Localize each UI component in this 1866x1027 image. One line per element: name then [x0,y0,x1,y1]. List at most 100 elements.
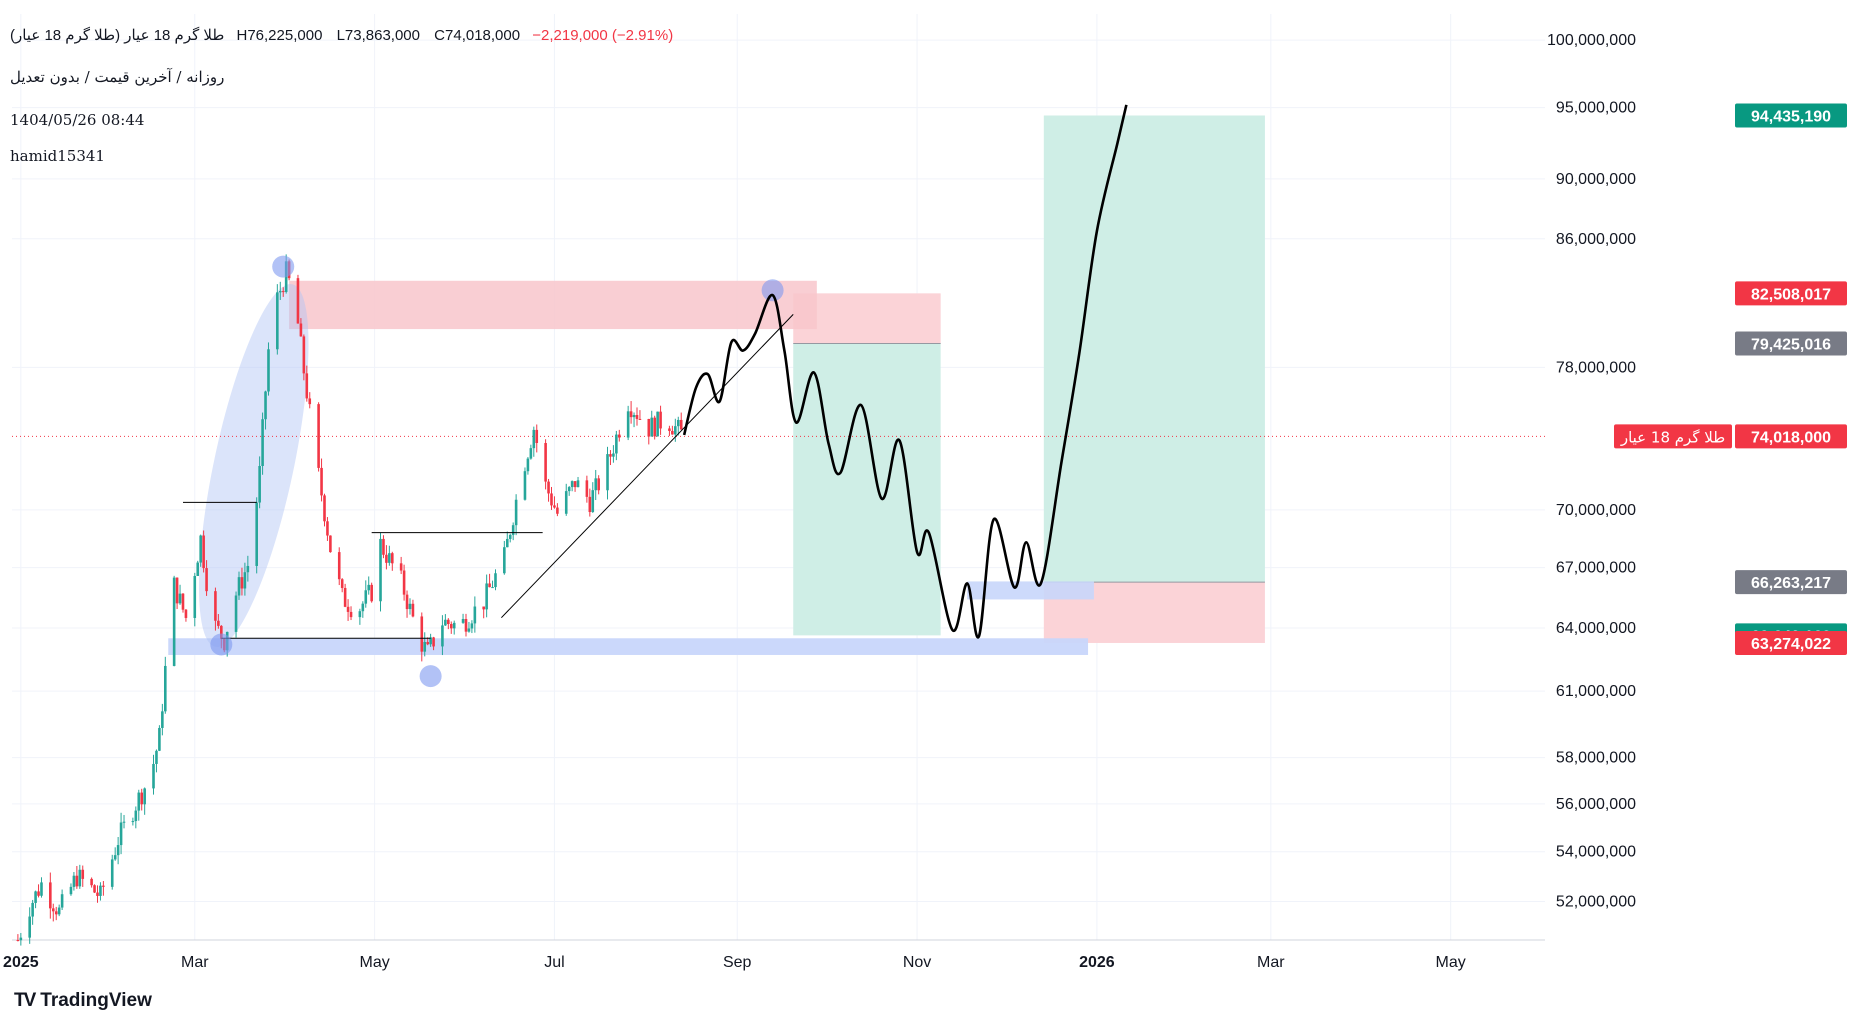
candle-down [573,481,577,488]
price-label-badge [1735,281,1847,306]
low-value: L73,863,000 [336,27,420,44]
candle-up [122,821,126,823]
pivot-marker-circle [210,633,233,656]
candle-up [444,619,447,626]
y-tick-label: 90,000,000 [1556,171,1636,188]
candle-up [441,625,444,647]
candle-up [31,902,34,917]
price-label-badge [1735,424,1847,449]
candle-down [302,336,306,374]
candle-down [37,891,40,896]
candle-down [411,603,415,617]
candle-down [535,429,539,444]
candle-down [205,568,208,592]
candle-down [305,373,309,399]
candle-up [358,611,362,618]
candle-up [485,583,488,610]
candle-up [152,763,155,789]
candle-up [78,869,82,887]
candle-down [679,419,683,430]
candle-down [482,606,485,610]
candle-down [659,411,662,429]
x-tick-label: May [1436,954,1466,971]
pivot-marker-circle [272,255,295,278]
candle-up [467,628,471,632]
candle-down [629,411,633,418]
candle-down [296,278,300,324]
candle-down [420,616,424,652]
candle-up [606,454,609,491]
x-tick-label: Jul [544,954,564,971]
candle-down [51,908,55,912]
x-tick-label: Mar [181,954,209,971]
candle-down [618,434,621,438]
candle-up [199,535,202,563]
high-value: H76,225,000 [236,27,323,44]
x-tick-label: Mar [1257,954,1285,971]
interval-label: روزانه / آخرین قیمت / بدون تعدیل [10,68,225,86]
candle-down [668,428,671,431]
tradingview-logo[interactable]: TV TradingView [14,990,152,1012]
y-tick-label: 52,000,000 [1556,893,1636,910]
x-tick-label: May [359,954,389,971]
datetime-label: 1404/05/26 08:44 [10,111,145,129]
candle-up [576,480,580,488]
candle-down [75,875,79,887]
candle-down [346,606,350,612]
y-tick-label: 100,000,000 [1547,32,1636,49]
candle-up [143,788,146,805]
candle-up [69,886,73,895]
candle-up [234,595,238,632]
candle-up [119,822,123,846]
candle-up [137,792,141,811]
candle-down [317,404,320,468]
y-tick-label: 95,000,000 [1556,100,1636,117]
candle-up [243,572,247,589]
candle-up [178,593,182,604]
symbol-legend: طلا گرم 18 عیار (طلا گرم 18 عیار) H76,22… [10,26,673,44]
candle-down [550,493,553,506]
candle-up [158,727,161,751]
candle-down [635,415,639,419]
candle-up [423,641,427,652]
candle-up [267,349,270,392]
candle-down [432,637,435,647]
candle-down [102,885,105,887]
candle-down [16,940,20,941]
candle-up [656,411,659,437]
candle-up [196,562,200,576]
projected-price-path [682,104,1128,639]
x-tick-label: Nov [903,954,931,971]
candle-up [591,490,595,513]
candle-up [529,448,533,459]
candle-down [96,892,99,896]
candle-down [399,563,403,571]
candle-up [161,711,164,728]
candle-down [547,481,550,494]
price-label-text: 63,274,022 [1751,636,1831,653]
candle-up [113,855,117,860]
symbol-tag-text: طلا گرم 18 عیار [1620,428,1725,446]
candle-down [281,291,285,293]
candle-down [308,398,312,405]
price-label-badge [1735,570,1847,595]
candle-down [320,467,323,496]
tradingview-brand-name: TradingView [40,990,152,1011]
candle-up [388,553,391,563]
candle-up [72,875,76,887]
candle-up [523,471,527,500]
candle-down [329,535,332,553]
candle-up [40,882,43,896]
candle-up [526,458,530,472]
candle-up [452,622,456,629]
price-label-badge [1735,630,1847,655]
candle-down [370,584,373,602]
candle-down [609,454,612,457]
price-label-text: 66,263,217 [1751,575,1831,592]
candle-down [671,430,674,435]
candle-up [511,525,515,535]
candle-down [647,418,651,437]
pivot-marker-circle [761,279,784,302]
candle-up [612,453,615,457]
